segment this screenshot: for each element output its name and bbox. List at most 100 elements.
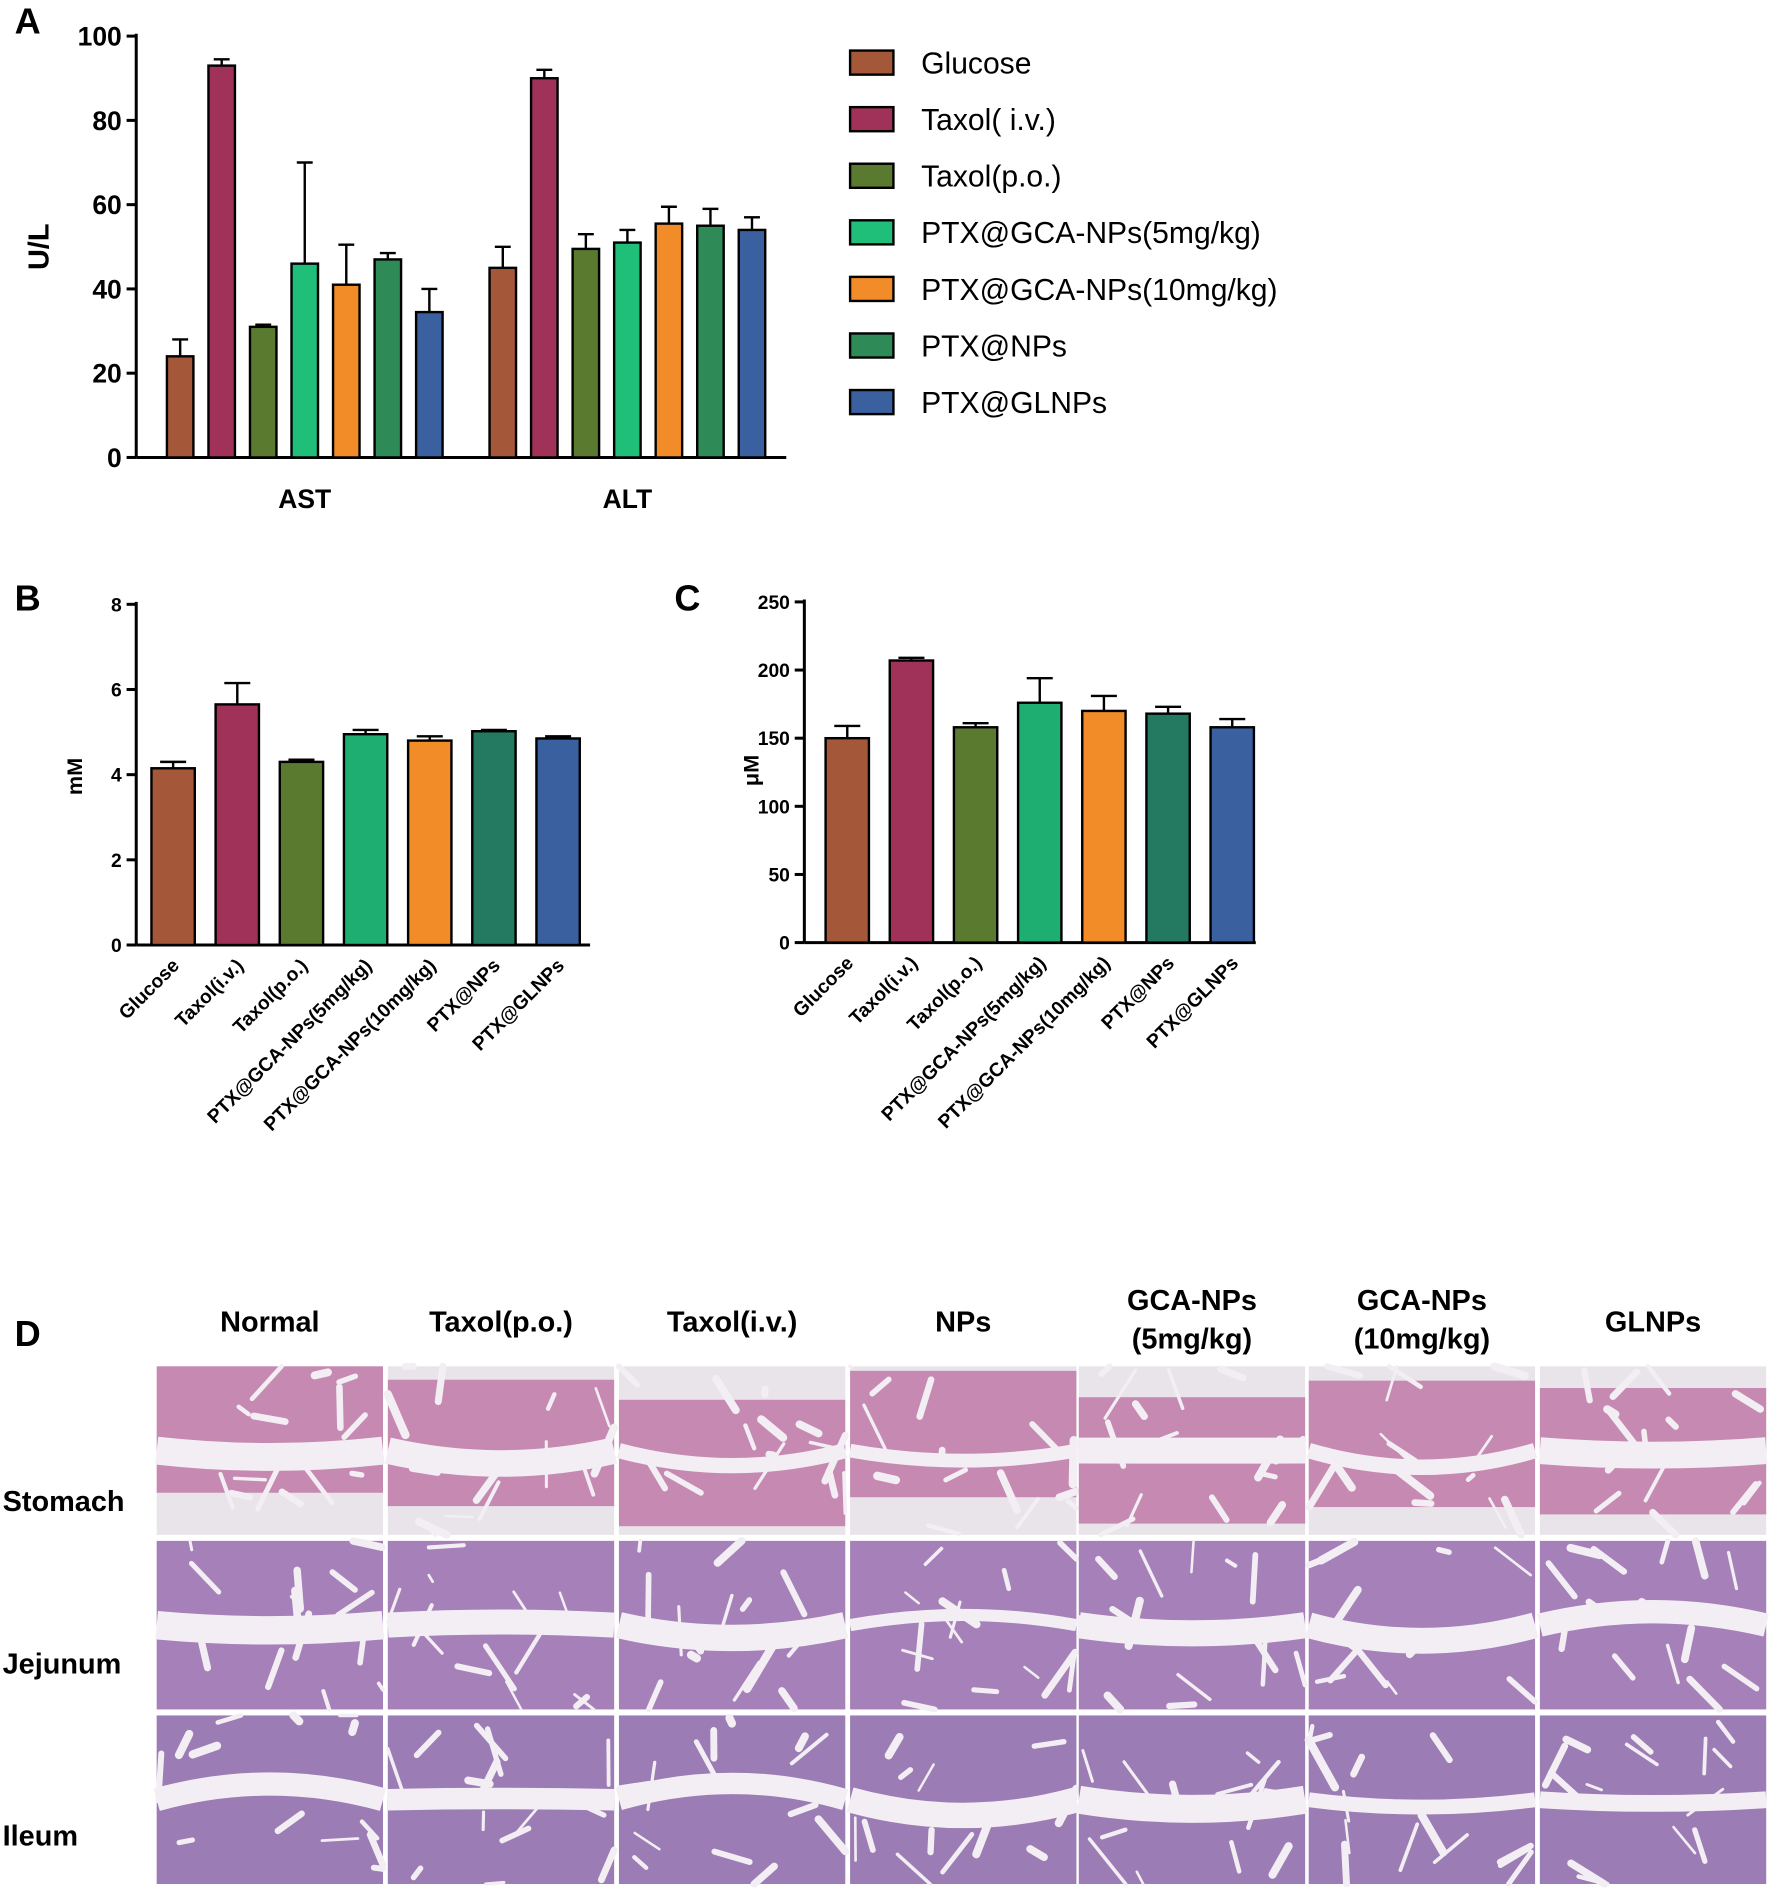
tissue-lumen	[1001, 1567, 1012, 1592]
tissue-lumen	[646, 1459, 669, 1492]
tissue-lumen	[1379, 1432, 1412, 1464]
tissue-lumen	[1176, 1673, 1212, 1702]
tissue-lumen	[739, 1597, 753, 1612]
tissue-lumen	[632, 1855, 649, 1870]
tissue-lumen	[428, 1527, 438, 1537]
tissue-lumen	[842, 1471, 848, 1516]
tissue-lumen	[1731, 1390, 1765, 1413]
tissue-lumen	[1545, 1560, 1578, 1600]
tissue-lumen	[1659, 1538, 1671, 1565]
tissue-lumen	[971, 1687, 1000, 1695]
bar	[471, 730, 517, 947]
tissue-lumen	[1266, 1501, 1287, 1527]
tissue-lumen	[218, 1471, 235, 1510]
bar	[150, 767, 196, 947]
tissue-lumen	[1712, 1747, 1733, 1769]
tissue-lumen	[1316, 1537, 1359, 1565]
tissue-lumen	[1665, 1643, 1680, 1685]
tissue-lumen	[1432, 1833, 1469, 1865]
tissue-lumen	[310, 1368, 332, 1380]
tissue-lumen	[1506, 1849, 1534, 1887]
tissue-lumen	[174, 1729, 194, 1760]
tissue-lumen	[477, 1480, 501, 1521]
histology-image	[616, 1536, 849, 1713]
bar	[214, 703, 261, 947]
bar	[696, 224, 725, 459]
legend-swatch	[848, 332, 895, 359]
histology-image	[848, 1364, 1081, 1536]
column-label: GCA-NPs	[1127, 1285, 1257, 1317]
tissue-lumen	[321, 1688, 332, 1712]
row-label: Ileum	[3, 1820, 78, 1852]
tissue-lumen	[862, 1403, 888, 1453]
tissue-lumen	[637, 1539, 643, 1553]
legend-swatch	[848, 388, 895, 416]
tissue-lumen	[426, 1543, 466, 1550]
tissue-lumen	[898, 1767, 914, 1780]
x-tick-label: ALT	[603, 484, 652, 514]
tissue-lumen	[742, 1643, 777, 1693]
tissue-lumen	[1305, 1731, 1333, 1745]
tissue-lumen	[615, 1363, 641, 1388]
tissue-lumen	[1506, 1676, 1538, 1705]
tissue-lumen	[814, 1815, 850, 1856]
tissue-lumen	[765, 1450, 777, 1459]
column-label: (10mg/kg)	[1354, 1323, 1490, 1355]
tissue-lumen	[645, 1571, 652, 1625]
column-label: NPs	[935, 1306, 991, 1338]
tissue-lumen	[482, 1643, 517, 1692]
tissue-lumen	[1585, 1782, 1603, 1792]
tissue-lumen	[904, 1591, 920, 1605]
bar	[571, 247, 601, 459]
y-tick-label: 250	[758, 593, 790, 614]
bar	[248, 325, 278, 459]
tissue-lumen	[789, 1732, 829, 1766]
tissue-lumen	[1324, 1363, 1364, 1379]
tissue-lumen	[1726, 1550, 1739, 1591]
tissue-lumen	[1429, 1732, 1453, 1764]
legend-label: Taxol( i.v.)	[921, 104, 1056, 137]
legend-label: Glucose	[921, 47, 1031, 80]
tissue-lumen	[1490, 1362, 1529, 1380]
y-axis-label: μM	[739, 755, 764, 786]
tissue-lumen	[383, 1390, 410, 1440]
tissue-lumen	[387, 1787, 615, 1811]
tissue-lumen	[413, 1729, 442, 1759]
tissue-lumen	[1721, 1663, 1760, 1692]
tissue-lumen	[387, 1609, 615, 1638]
tissue-lumen	[1306, 1443, 1538, 1475]
tissue-lumen	[1566, 1543, 1604, 1560]
histology-image	[846, 1715, 1081, 1886]
tissue-lumen	[1547, 1769, 1581, 1800]
tissue-lumen	[1630, 1734, 1654, 1755]
tissue-lumen	[359, 1819, 380, 1841]
tissue-lumen	[633, 1831, 661, 1851]
tissue-lumen	[940, 1831, 975, 1875]
tissue-lumen	[646, 1679, 664, 1713]
tissue-lumen	[155, 1610, 385, 1645]
panel-label: A	[15, 1, 41, 42]
tissue-lumen	[686, 1650, 701, 1663]
column-label: Normal	[220, 1306, 319, 1338]
bar	[414, 310, 444, 459]
histology-image	[155, 1537, 386, 1712]
tissue-lumen	[274, 1810, 305, 1835]
y-tick-label: 60	[92, 190, 121, 220]
tissue-lumen	[1692, 1827, 1708, 1864]
tissue-lumen	[335, 1589, 375, 1618]
tissue-lumen	[1493, 1546, 1532, 1577]
tissue-lumen	[901, 1648, 934, 1661]
tissue-lumen	[795, 1420, 823, 1438]
tissue-lumen	[1166, 1701, 1198, 1710]
tissue-lumen	[750, 1862, 778, 1888]
tissue-lumen	[336, 1373, 359, 1385]
tissue-lumen	[545, 1392, 557, 1411]
tissue-lumen	[366, 1831, 387, 1869]
tissue-lumen	[1307, 1792, 1537, 1815]
tissue-lumen	[901, 1699, 938, 1713]
bar	[1081, 709, 1127, 944]
tissue-lumen	[434, 1362, 447, 1406]
tissue-lumen	[1609, 1368, 1641, 1400]
tissue-lumen	[1190, 1539, 1195, 1574]
